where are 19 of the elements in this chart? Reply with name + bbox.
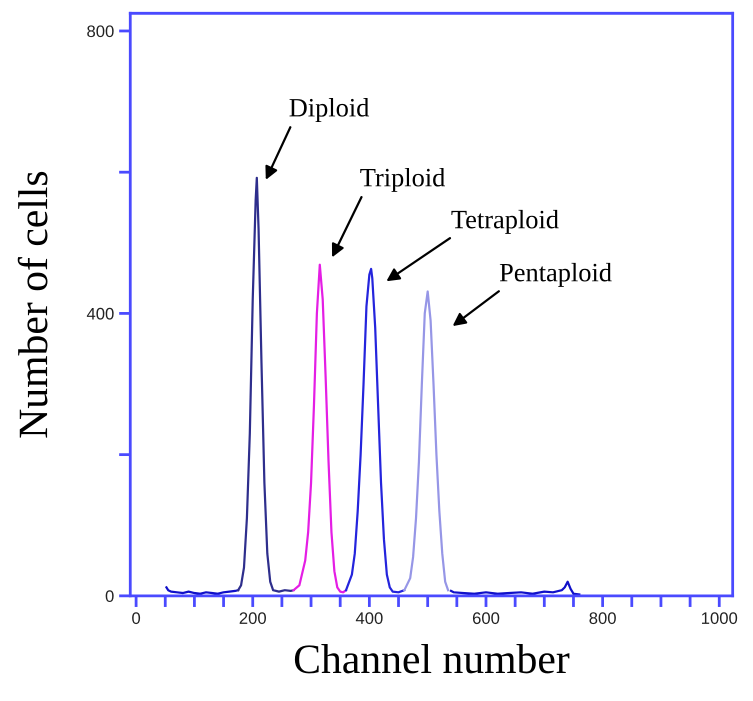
x-axis-title: Channel number: [294, 644, 570, 674]
y-axis-title: Number of cells: [18, 172, 48, 438]
annotation: Tetraploid: [451, 210, 559, 234]
line-series: [292, 264, 348, 594]
annotation: Pentaploid: [500, 262, 612, 287]
y-tick-label: 800: [87, 25, 114, 38]
line-series: [344, 268, 406, 594]
annotation: Triploid: [360, 168, 446, 192]
x-tick-label: 1000: [702, 612, 738, 624]
annotation: Diploid: [290, 98, 370, 122]
y-tick-label: 400: [86, 308, 114, 320]
line-series: [403, 290, 450, 592]
x-tick-label: 600: [472, 612, 500, 624]
x-tick-label: 200: [240, 612, 266, 624]
x-tick-label: 0: [132, 612, 140, 624]
x-tick-label: 400: [356, 612, 383, 624]
x-tick-label: 800: [589, 612, 616, 624]
line-series: [237, 176, 295, 593]
y-tick-label: 0: [106, 590, 114, 602]
